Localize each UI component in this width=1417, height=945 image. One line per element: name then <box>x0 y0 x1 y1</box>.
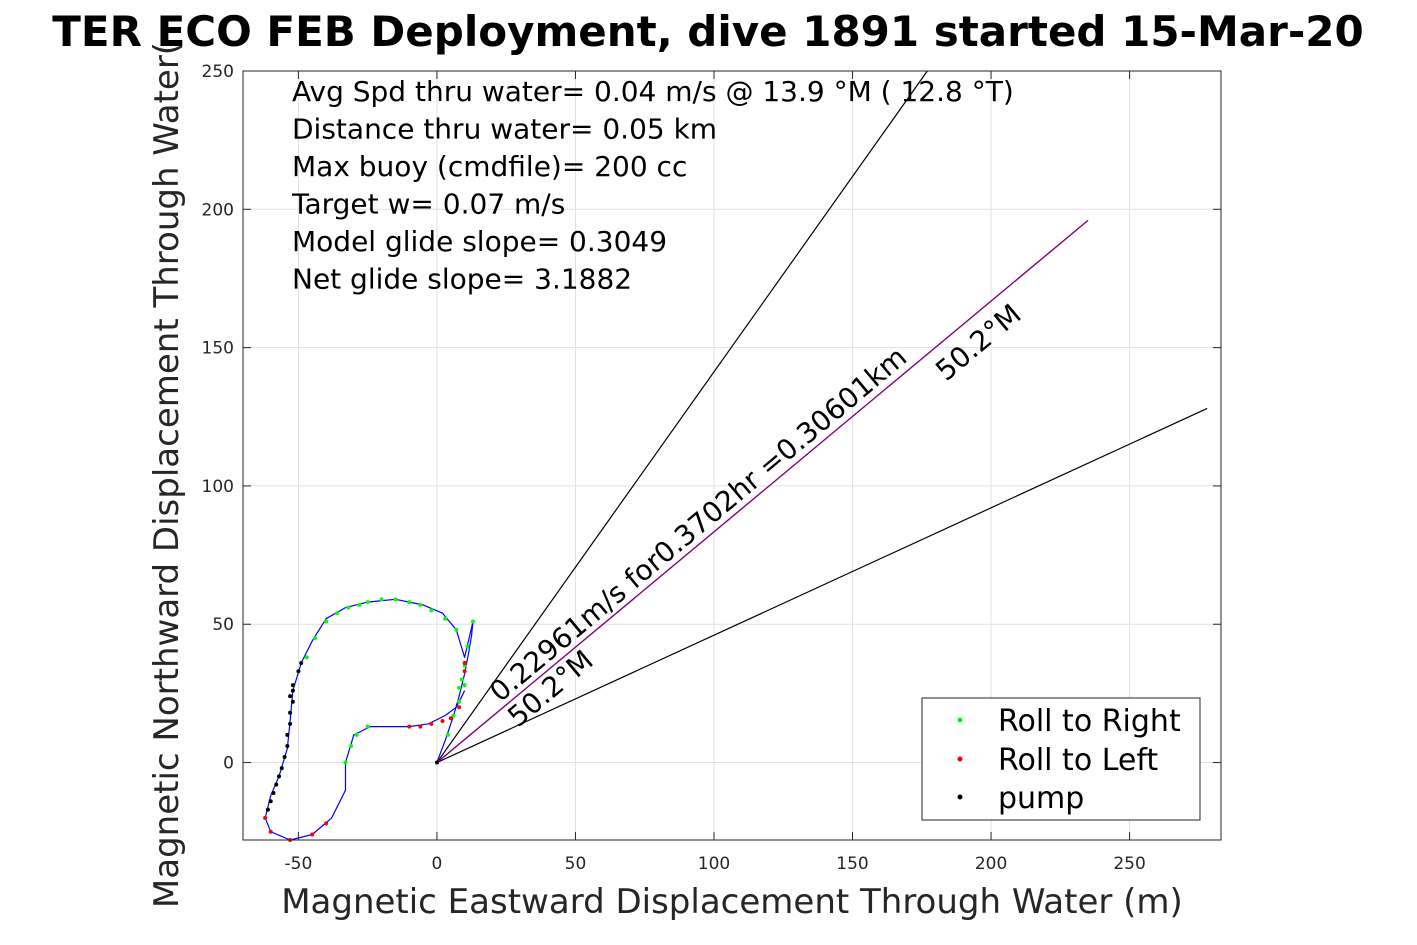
point-roll-to-left <box>268 829 273 834</box>
point-pump <box>268 799 273 804</box>
stat-line: Net glide slope= 3.1882 <box>292 263 632 296</box>
point-pump <box>434 760 439 765</box>
point-pump <box>288 721 293 726</box>
point-roll-to-left <box>440 719 445 724</box>
dive-stats: Avg Spd thru water= 0.04 m/s @ 13.9 °M (… <box>291 75 1014 296</box>
x-tick-label: 50 <box>565 854 587 874</box>
point-roll-to-left <box>462 669 467 674</box>
point-pump <box>296 669 301 674</box>
legend-marker-roll-right <box>957 717 963 723</box>
point-pump <box>290 688 295 693</box>
point-roll-to-right <box>346 605 351 610</box>
legend-marker-pump <box>957 794 963 800</box>
point-roll-to-right <box>465 644 470 649</box>
point-pump <box>282 755 287 760</box>
plot-data <box>263 70 1208 842</box>
legend-box <box>921 697 1201 821</box>
point-pump <box>290 699 295 704</box>
point-roll-to-right <box>462 683 467 688</box>
point-roll-to-right <box>459 677 464 682</box>
point-roll-to-right <box>379 597 384 602</box>
point-roll-to-right <box>443 616 448 621</box>
heading-bound-line-0 <box>436 70 928 763</box>
point-roll-to-right <box>365 600 370 605</box>
point-roll-to-right <box>349 743 354 748</box>
point-pump <box>285 743 290 748</box>
point-roll-to-right <box>446 732 451 737</box>
y-tick-label: 0 <box>223 754 234 774</box>
glider-track-line <box>264 598 474 841</box>
point-roll-to-right <box>324 619 329 624</box>
ticks: -50 0 50 100 150 200 250 0 50 100 150 200 250 <box>202 62 1221 874</box>
point-pump <box>279 766 284 771</box>
point-pump <box>285 732 290 737</box>
legend-label-pump: pump <box>998 781 1084 816</box>
axes-box <box>242 70 1222 841</box>
x-tick-label: 100 <box>698 854 730 874</box>
y-tick-label: 150 <box>202 339 234 359</box>
y-tick-label: 200 <box>202 200 234 220</box>
point-pump <box>271 790 276 795</box>
stat-line: Model glide slope= 0.3049 <box>292 225 667 258</box>
chart-title: TER ECO FEB Deployment, dive 1891 starte… <box>52 7 1363 56</box>
point-roll-to-right <box>357 602 362 607</box>
point-roll-to-left <box>429 721 434 726</box>
x-axis-label: Magnetic Eastward Displacement Through W… <box>281 882 1183 922</box>
point-roll-to-right <box>354 732 359 737</box>
x-tick-label: 0 <box>432 854 443 874</box>
legend-label-roll-right: Roll to Right <box>998 704 1181 739</box>
point-roll-to-right <box>451 713 456 718</box>
stat-line: Target w= 0.07 m/s <box>291 188 565 221</box>
point-roll-to-left <box>407 724 412 729</box>
point-roll-to-left <box>462 660 467 665</box>
point-pump <box>299 660 304 665</box>
y-axis-label: Magnetic Northward Displacement Through … <box>147 42 187 908</box>
point-roll-to-left <box>263 815 268 820</box>
y-tick-label: 100 <box>202 477 234 497</box>
point-roll-to-right <box>418 602 423 607</box>
point-pump <box>290 683 295 688</box>
stat-line: Max buoy (cmdfile)= 200 cc <box>292 150 687 183</box>
point-roll-to-right <box>304 655 309 660</box>
legend: Roll to Right Roll to Left pump <box>921 697 1201 821</box>
point-roll-to-left <box>418 724 423 729</box>
point-roll-to-right <box>393 597 398 602</box>
point-roll-to-left <box>310 832 315 837</box>
legend-label-roll-left: Roll to Left <box>998 743 1158 778</box>
point-pump <box>288 710 293 715</box>
point-roll-to-right <box>457 685 462 690</box>
x-tick-label: 200 <box>975 854 1007 874</box>
point-roll-to-right <box>335 611 340 616</box>
current-direction-line <box>436 219 1089 764</box>
point-roll-to-right <box>313 636 318 641</box>
y-tick-label: 50 <box>212 615 234 635</box>
point-roll-to-right <box>454 627 459 632</box>
y-tick-label: 250 <box>202 62 234 82</box>
point-roll-to-left <box>324 821 329 826</box>
legend-marker-roll-left <box>957 756 963 762</box>
x-tick-label: -50 <box>285 854 313 874</box>
stat-line: Avg Spd thru water= 0.04 m/s @ 13.9 °M (… <box>292 75 1014 108</box>
stat-line: Distance thru water= 0.05 km <box>292 113 717 146</box>
point-pump <box>265 807 270 812</box>
point-roll-to-right <box>407 600 412 605</box>
current-speed-annotation: 0.22961m/s for0.3702hr =0.30601km <box>483 340 913 708</box>
point-roll-to-right <box>343 760 348 765</box>
heading-bound-line-1 <box>436 407 1208 764</box>
x-tick-label: 250 <box>1113 854 1145 874</box>
point-roll-to-right <box>365 724 370 729</box>
point-roll-to-left <box>457 705 462 710</box>
point-roll-to-right <box>470 619 475 624</box>
point-roll-to-left <box>448 716 453 721</box>
point-pump <box>274 782 279 787</box>
point-roll-to-right <box>429 608 434 613</box>
point-pump <box>277 774 282 779</box>
point-pump <box>288 694 293 699</box>
point-roll-to-right <box>457 699 462 704</box>
point-roll-to-right <box>462 663 467 668</box>
x-tick-label: 150 <box>836 854 868 874</box>
